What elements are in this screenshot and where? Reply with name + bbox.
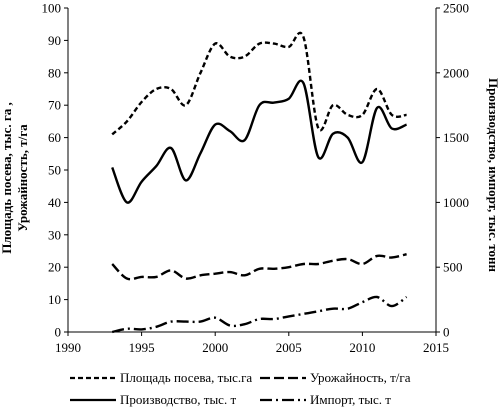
right-tick-label: 1000 — [443, 195, 469, 210]
x-tick-label: 2000 — [202, 340, 228, 355]
left-tick-label: 0 — [55, 325, 62, 340]
left-tick-label: 20 — [48, 260, 61, 275]
legend-label-import: Импорт, тыс. т — [310, 392, 391, 407]
legend-label-production: Производство, тыс. т — [120, 392, 236, 407]
left-tick-label: 70 — [48, 98, 61, 113]
series-layer — [111, 31, 408, 334]
left-tick-label: 80 — [48, 65, 61, 80]
right-y-axis: 0 500 1000 1500 2000 2500 — [436, 1, 469, 340]
x-tick-label: 1995 — [129, 340, 155, 355]
left-y-axis: 0 10 20 30 40 50 60 70 80 90 100 — [42, 1, 68, 340]
legend-label-area: Площадь посева, тыс.га — [120, 370, 252, 385]
x-tick-label: 1990 — [55, 340, 81, 355]
x-tick-label: 2005 — [276, 340, 302, 355]
left-tick-label: 40 — [48, 195, 61, 210]
right-tick-label: 0 — [443, 325, 450, 340]
series-line-import — [111, 295, 408, 334]
left-tick-label: 100 — [42, 1, 62, 16]
left-axis-title-line1: Площадь посева, тыс. га , — [0, 102, 14, 254]
series-line-production — [111, 79, 408, 204]
series-line-area — [111, 31, 407, 136]
right-tick-label: 1500 — [443, 130, 469, 145]
left-tick-label: 30 — [48, 227, 61, 242]
left-axis-title-line2: Урожайность, т/га — [15, 124, 30, 232]
left-tick-label: 50 — [48, 163, 61, 178]
right-tick-label: 500 — [443, 260, 463, 275]
x-tick-label: 2010 — [349, 340, 375, 355]
series-line-yield — [111, 253, 407, 281]
left-tick-label: 90 — [48, 33, 61, 48]
right-tick-label: 2000 — [443, 65, 469, 80]
right-tick-label: 2500 — [443, 1, 469, 16]
right-axis-title: Производство, импорт, тыс. тонн — [486, 78, 500, 273]
left-tick-label: 60 — [48, 130, 61, 145]
x-tick-label: 2015 — [423, 340, 449, 355]
x-axis: 1990 1995 2000 2005 2010 2015 — [55, 332, 449, 355]
left-tick-label: 10 — [48, 292, 61, 307]
legend-label-yield: Урожайность, т/га — [310, 370, 411, 385]
plot-frame — [67, 8, 437, 333]
legend: Площадь посева, тыс.га Урожайность, т/га… — [70, 370, 411, 407]
